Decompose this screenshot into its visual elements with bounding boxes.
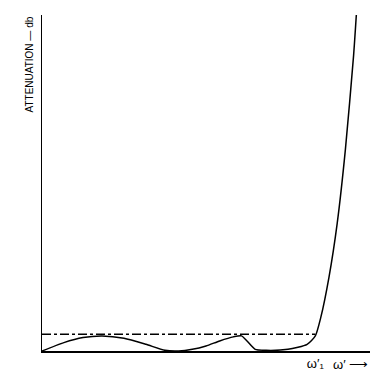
svg-text:ω′ ⟶: ω′ ⟶ (333, 357, 368, 372)
svg-text:ω′₁: ω′₁ (307, 356, 325, 371)
svg-text:ATTENUATION — db: ATTENUATION — db (24, 16, 35, 112)
